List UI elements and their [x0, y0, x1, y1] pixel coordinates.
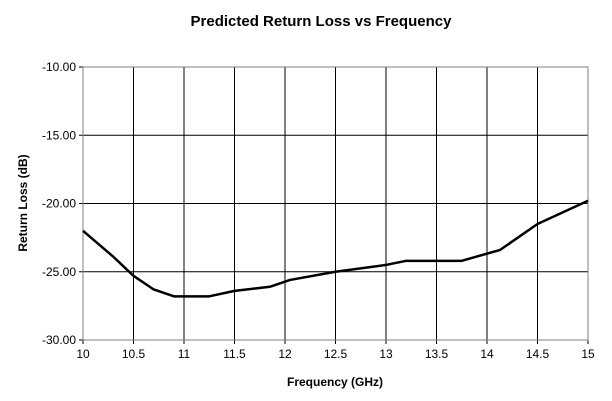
y-tick-label: -10.00 — [42, 60, 76, 74]
x-tick-label: 13.5 — [425, 347, 449, 361]
x-tick-label: 11.5 — [223, 347, 246, 361]
x-tick-label: 12 — [278, 347, 292, 361]
y-tick-label: -20.00 — [42, 197, 76, 211]
y-tick-label: -25.00 — [42, 265, 76, 279]
x-tick-label: 12.5 — [324, 347, 348, 361]
x-axis-label: Frequency (GHz) — [287, 375, 383, 389]
x-tick-label: 14.5 — [526, 347, 550, 361]
y-axis: -10.00 -15.00 -20.00 -25.00 -30.00 — [42, 60, 76, 347]
x-tick-label: 15 — [581, 347, 595, 361]
series-line-return-loss — [82, 199, 589, 298]
y-axis-label: Return Loss (dB) — [16, 154, 30, 251]
x-tick-label: 14 — [480, 347, 494, 361]
x-tick-label: 11 — [178, 347, 191, 361]
series-group — [82, 199, 589, 298]
x-tick-label: 10 — [76, 347, 90, 361]
x-tick-label: 10.5 — [122, 347, 146, 361]
chart-title: Predicted Return Loss vs Frequency — [191, 13, 453, 30]
grid — [79, 66, 589, 344]
x-axis: 10 10.5 11 11.5 12 12.5 13 13.5 14 14.5 15 — [76, 347, 595, 361]
y-tick-label: -30.00 — [42, 333, 76, 347]
plot-area — [82, 66, 589, 341]
y-tick-label: -15.00 — [42, 128, 76, 142]
x-tick-label: 13 — [379, 347, 393, 361]
